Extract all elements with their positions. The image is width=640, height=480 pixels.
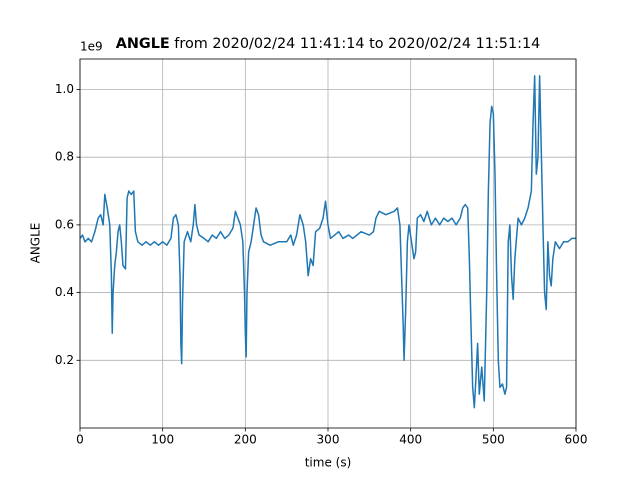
x-tick-label: 600: [565, 433, 588, 447]
x-tick-label: 300: [317, 433, 340, 447]
plot-frame: [79, 58, 577, 429]
x-tick-label: 0: [76, 433, 84, 447]
y-tick-label: 0.6: [55, 217, 74, 231]
x-axis-label: time (s): [305, 456, 352, 470]
x-tick-label: 400: [399, 433, 422, 447]
chart-title: ANGLE from 2020/02/24 11:41:14 to 2020/0…: [116, 36, 541, 52]
y-tick-label: 0.4: [55, 285, 74, 299]
data-line: [79, 75, 576, 409]
title-bold: ANGLE: [116, 36, 170, 52]
y-tick-label: 1.0: [55, 82, 74, 96]
y-tick-label: 0.2: [55, 353, 74, 367]
y-axis-label: ANGLE: [29, 223, 43, 264]
y-tick-label: 0.8: [55, 150, 74, 164]
x-tick-label: 100: [151, 433, 174, 447]
title-rest: from 2020/02/24 11:41:14 to 2020/02/24 1…: [170, 36, 541, 52]
y-offset-label: 1e9: [80, 40, 103, 54]
x-tick-label: 200: [234, 433, 257, 447]
x-tick-label: 500: [482, 433, 505, 447]
